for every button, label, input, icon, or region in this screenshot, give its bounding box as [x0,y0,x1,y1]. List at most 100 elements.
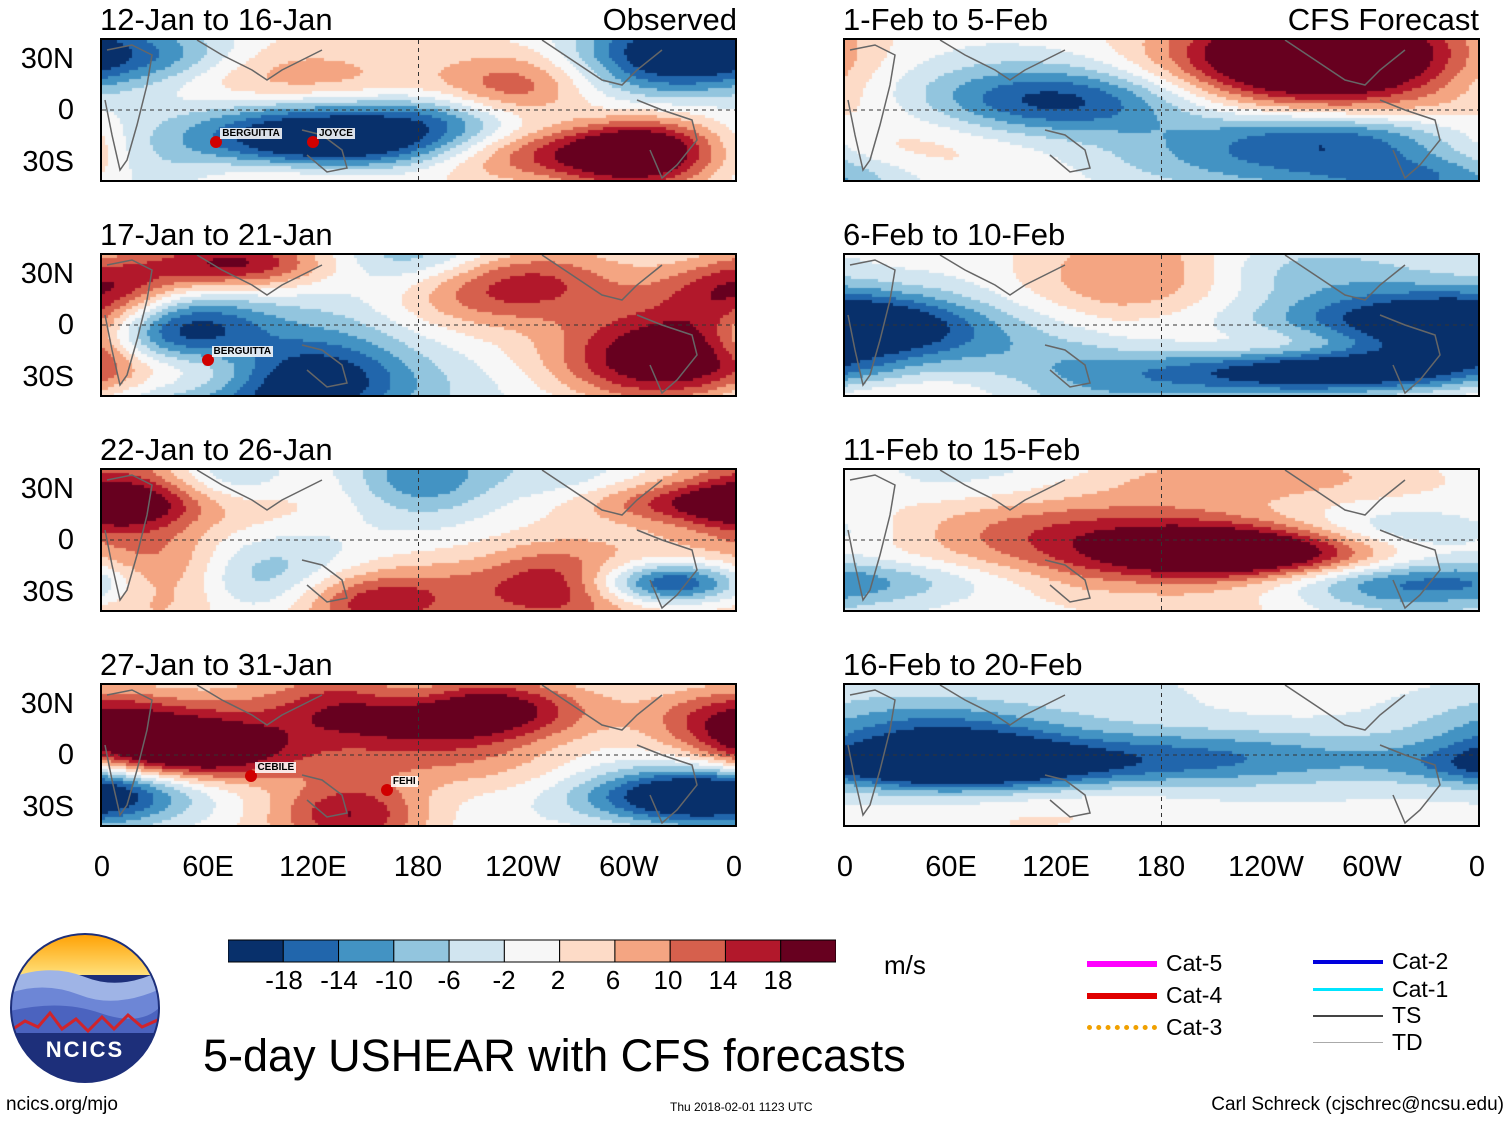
storm-label: BERGUITTA [211,346,274,357]
heatmap-panel-obs1: BERGUITTA JOYCE [100,38,737,182]
lon-tick-label: 0 [93,851,111,883]
coastline [939,470,1066,511]
coastline [939,40,1066,81]
heatmap-panel-obs2: BERGUITTA [100,253,737,397]
coastline [939,255,1066,296]
colorbar-swatch [282,939,340,963]
units-label: m/s [884,950,926,980]
coastline [196,685,323,726]
coastline [636,314,698,395]
legend-label: Cat-4 [1166,982,1223,1008]
colorbar-tick: 2 [550,965,566,995]
lon-tick-label: 0 [836,851,854,883]
site-url[interactable]: ncics.org/mjo [6,1094,118,1115]
lon-tick-label: 180 [393,851,443,883]
map-overlay [102,685,735,825]
storm-marker [380,784,393,796]
map-overlay [845,255,1478,395]
storm-marker [307,135,319,148]
legend-label: Cat-1 [1392,976,1449,1002]
lon-tick-label: 120E [279,851,347,883]
lat-tick-label: 30S [22,361,74,393]
coastline [939,685,1066,726]
storm-label: FEHI [390,776,418,787]
colorbar-swatch [228,939,284,963]
coastline [1284,255,1406,301]
legend-label: TD [1392,1029,1423,1055]
lat-tick-label: 30S [22,146,74,178]
lon-tick-label: 60E [925,851,977,883]
colorbar-tick: 6 [605,965,621,995]
colorbar-tick: -18 [265,965,303,995]
coastline [1284,470,1406,516]
coastline [1044,774,1091,818]
lat-tick-label: 30N [20,473,74,505]
lon-tick-label: 120W [1228,851,1304,883]
heatmap-panel-obs3 [100,468,737,612]
coastline [847,44,896,172]
forecast-header: CFS Forecast [1287,2,1479,37]
coastline [301,774,348,818]
storm-marker [245,770,258,782]
colorbar [228,939,836,963]
map-overlay [102,40,735,180]
coastline [1284,40,1406,86]
legend-label: Cat-5 [1166,950,1223,976]
lat-tick-label: 0 [57,94,74,126]
colorbar-swatch [614,939,671,963]
coastline [541,470,663,516]
colorbar-swatch [669,939,726,963]
lat-tick-label: 0 [57,524,74,556]
colorbar-tick: -2 [492,965,516,995]
map-overlay [102,470,735,610]
coastline [636,744,698,825]
storm-label: JOYCE [317,127,355,139]
storm-marker [210,135,223,148]
colorbar-tick: 18 [763,965,793,995]
timestamp: Thu 2018-02-01 1123 UTC [670,1100,813,1114]
coastline [847,474,896,602]
panel-title: 16-Feb to 20-Feb [843,647,1083,682]
panel-title: 27-Jan to 31-Jan [100,647,333,682]
observed-header: Observed [602,2,737,37]
legend-swatch-td [1313,1042,1383,1043]
heatmap-panel-fc2 [843,253,1480,397]
coastline [104,259,153,387]
lat-tick-label: 30S [22,791,74,823]
coastline [196,40,323,81]
legend-swatch-ts [1313,1015,1383,1017]
coastline [1379,99,1441,180]
coastline [104,474,153,602]
coastline [301,344,348,388]
coastline [104,689,153,817]
coastline [1379,744,1441,825]
legend-swatch-cat5 [1087,961,1157,967]
coastline [1379,529,1441,610]
map-overlay [845,685,1478,825]
logo-text: NCICS [46,1037,124,1062]
heatmap-panel-fc1 [843,38,1480,182]
legend-swatch-cat2 [1313,960,1383,964]
coastline [104,44,153,172]
panel-title: 1-Feb to 5-Feb [843,2,1049,37]
legend-label: TS [1392,1002,1422,1028]
coastline [636,99,698,180]
legend-swatch-cat1 [1313,988,1383,991]
coastline [541,685,663,731]
colorbar-tick: -6 [437,965,461,995]
lon-tick-label: 60W [1342,851,1402,883]
coastline [1284,685,1406,731]
colorbar-swatch [780,939,836,963]
colorbar-swatch [393,939,450,963]
storm-label: BERGUITTA [220,127,282,139]
colorbar-swatch [559,939,616,963]
colorbar-tick: 14 [708,965,738,995]
coastline [1044,344,1091,388]
heatmap-panel-fc3 [843,468,1480,612]
coastline [636,529,698,610]
coastline [847,689,896,817]
panel-title: 11-Feb to 15-Feb [843,432,1081,467]
legend-label: Cat-3 [1166,1014,1223,1040]
colorbar-tick: 10 [653,965,683,995]
coastline [1044,129,1091,173]
